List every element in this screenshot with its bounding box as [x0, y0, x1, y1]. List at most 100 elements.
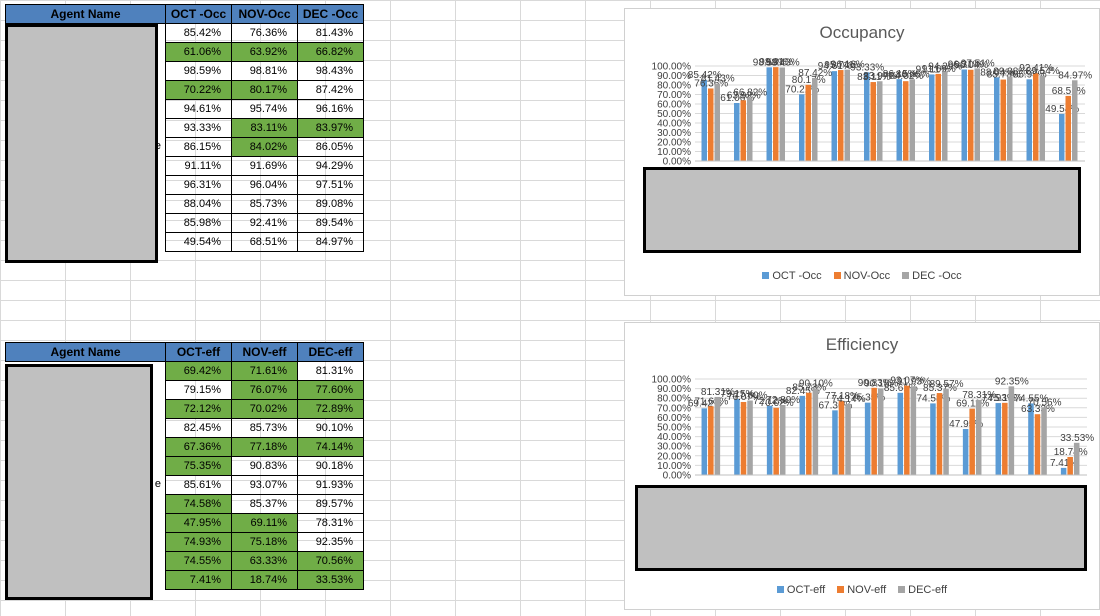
bar[interactable] — [740, 100, 747, 161]
value-cell[interactable]: 95.74% — [231, 99, 298, 119]
value-cell[interactable]: 85.73% — [231, 194, 298, 214]
header-agent-name[interactable]: Agent Name — [5, 4, 166, 24]
bar[interactable] — [936, 393, 943, 475]
bar[interactable] — [799, 94, 805, 161]
value-cell[interactable]: 85.37% — [231, 494, 298, 514]
value-cell[interactable]: 94.61% — [165, 99, 232, 119]
bar[interactable] — [766, 405, 773, 475]
value-cell[interactable]: 91.11% — [165, 156, 232, 176]
bar[interactable] — [747, 97, 753, 161]
value-cell[interactable]: 90.18% — [297, 456, 364, 476]
bar[interactable] — [943, 389, 949, 475]
value-cell[interactable]: 96.31% — [165, 175, 232, 195]
bar[interactable] — [909, 79, 916, 161]
bar[interactable] — [870, 82, 877, 161]
header-oct-occ[interactable]: OCT -Occ — [165, 4, 232, 24]
value-cell[interactable]: 63.33% — [231, 551, 298, 571]
bar[interactable] — [962, 428, 969, 475]
bar[interactable] — [904, 385, 910, 475]
value-cell[interactable]: 77.18% — [231, 437, 298, 457]
value-cell[interactable]: 80.17% — [231, 80, 298, 100]
header-nov-eff[interactable]: NOV-eff — [231, 342, 298, 362]
bar[interactable] — [864, 402, 871, 475]
value-cell[interactable]: 77.60% — [297, 380, 364, 400]
bar[interactable] — [773, 67, 779, 161]
bar[interactable] — [708, 406, 714, 475]
bar[interactable] — [831, 71, 838, 161]
value-cell[interactable]: 98.81% — [231, 61, 298, 81]
value-cell[interactable]: 70.22% — [165, 80, 232, 100]
value-cell[interactable]: 86.05% — [297, 137, 364, 157]
bar[interactable] — [1026, 79, 1033, 161]
value-cell[interactable]: 98.59% — [165, 61, 232, 81]
bar[interactable] — [994, 77, 1000, 161]
value-cell[interactable]: 70.02% — [231, 399, 298, 419]
bar[interactable] — [1059, 113, 1065, 161]
bar[interactable] — [871, 387, 877, 475]
bar[interactable] — [897, 392, 904, 475]
bar[interactable] — [864, 72, 870, 161]
bar[interactable] — [1008, 386, 1015, 475]
value-cell[interactable]: 84.02% — [231, 137, 298, 157]
bar[interactable] — [877, 81, 883, 161]
value-cell[interactable]: 72.89% — [297, 399, 364, 419]
value-cell[interactable]: 83.97% — [297, 118, 364, 138]
value-cell[interactable]: 84.97% — [297, 232, 364, 252]
value-cell[interactable]: 85.61% — [165, 475, 232, 495]
bar[interactable] — [799, 395, 806, 475]
value-cell[interactable]: 70.56% — [297, 551, 364, 571]
value-cell[interactable]: 74.14% — [297, 437, 364, 457]
value-cell[interactable]: 92.41% — [231, 213, 298, 233]
value-cell[interactable]: 97.51% — [297, 175, 364, 195]
bar[interactable] — [1002, 402, 1008, 475]
legend-item[interactable]: DEC-eff — [898, 584, 947, 596]
bar[interactable] — [747, 400, 753, 475]
bar[interactable] — [714, 83, 721, 161]
bar[interactable] — [942, 71, 948, 161]
value-cell[interactable]: 76.07% — [231, 380, 298, 400]
bar[interactable] — [734, 102, 740, 161]
header-dec-eff[interactable]: DEC-eff — [297, 342, 364, 362]
value-cell[interactable]: 96.16% — [297, 99, 364, 119]
bar[interactable] — [1060, 467, 1067, 475]
bar[interactable] — [975, 399, 982, 475]
value-cell[interactable]: 78.31% — [297, 513, 364, 533]
value-cell[interactable]: 82.45% — [165, 418, 232, 438]
value-cell[interactable]: 93.07% — [231, 475, 298, 495]
value-cell[interactable]: 75.35% — [165, 456, 232, 476]
value-cell[interactable]: 69.11% — [231, 513, 298, 533]
value-cell[interactable]: 18.74% — [231, 570, 298, 590]
bar[interactable] — [910, 386, 917, 475]
value-cell[interactable]: 96.04% — [231, 175, 298, 195]
bar[interactable] — [734, 399, 740, 475]
value-cell[interactable]: 91.69% — [231, 156, 298, 176]
occupancy-chart[interactable]: Occupancy 0.00% 10.00% 20.00% 30.00% 40.00% 5… — [624, 8, 1100, 296]
value-cell[interactable]: 79.15% — [165, 380, 232, 400]
value-cell[interactable]: 86.15% — [165, 137, 232, 157]
bar[interactable] — [740, 401, 747, 475]
value-cell[interactable]: 85.42% — [165, 23, 232, 43]
bar[interactable] — [961, 69, 968, 161]
bar[interactable] — [935, 73, 942, 161]
bar[interactable] — [766, 67, 773, 161]
value-cell[interactable]: 85.73% — [231, 418, 298, 438]
bar[interactable] — [930, 403, 936, 475]
bar[interactable] — [1073, 442, 1080, 475]
bar[interactable] — [1028, 403, 1034, 475]
efficiency-chart[interactable]: Efficiency 0.00% 10.00% 20.00% 30.00% 40.00%… — [624, 322, 1100, 610]
value-cell[interactable]: 33.53% — [297, 570, 364, 590]
legend-item[interactable]: OCT -Occ — [762, 270, 822, 282]
value-cell[interactable]: 68.51% — [231, 232, 298, 252]
bar[interactable] — [1067, 457, 1073, 475]
header-oct-eff[interactable]: OCT-eff — [165, 342, 232, 362]
value-cell[interactable]: 71.61% — [231, 361, 298, 381]
bar[interactable] — [701, 79, 708, 161]
value-cell[interactable]: 74.93% — [165, 532, 232, 552]
value-cell[interactable]: 89.54% — [297, 213, 364, 233]
bar[interactable] — [708, 88, 714, 161]
value-cell[interactable]: 76.36% — [231, 23, 298, 43]
bar[interactable] — [1072, 80, 1078, 161]
value-cell[interactable]: 88.04% — [165, 194, 232, 214]
bar[interactable] — [877, 388, 884, 475]
bar[interactable] — [1033, 73, 1039, 161]
